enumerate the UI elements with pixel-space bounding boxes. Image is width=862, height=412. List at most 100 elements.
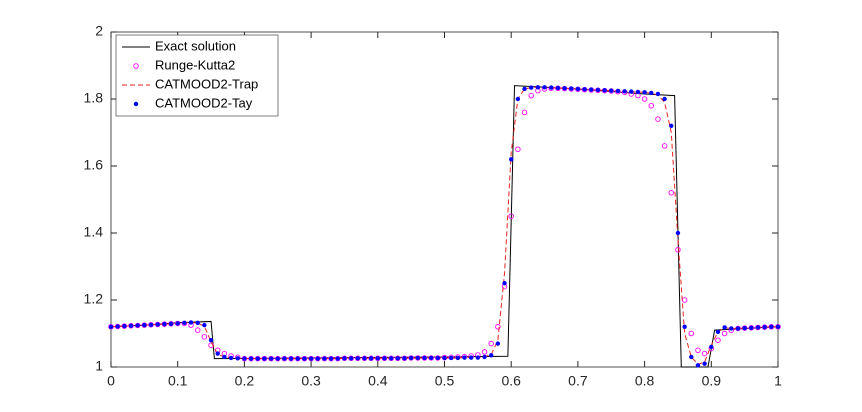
marker (528, 92, 534, 99)
x-tick-label: 0.7 (568, 373, 588, 389)
marker (522, 86, 527, 92)
legend: Exact solution Runge-Kutta2 CATMOOD2-Trap C… (115, 34, 279, 117)
marker (162, 321, 167, 327)
marker (775, 324, 781, 329)
marker (709, 344, 714, 350)
marker (742, 325, 747, 331)
y-tick-label: 2 (95, 23, 103, 39)
marker (408, 355, 414, 361)
marker (422, 355, 427, 361)
marker (402, 356, 407, 361)
marker (595, 87, 601, 93)
marker (482, 354, 487, 360)
marker (582, 87, 587, 92)
series-line (110, 85, 779, 368)
y-tick-label: 1.8 (84, 90, 104, 106)
marker (762, 324, 767, 330)
marker (142, 322, 147, 328)
x-tick-label: 1 (774, 373, 782, 389)
marker (668, 190, 675, 196)
marker (368, 356, 374, 361)
marker (615, 88, 621, 94)
marker (382, 356, 387, 361)
marker (248, 356, 254, 361)
marker (515, 96, 521, 102)
marker (662, 96, 667, 102)
marker (701, 350, 708, 357)
marker (462, 355, 467, 360)
marker (722, 325, 727, 330)
marker (395, 356, 401, 361)
legend-label: Runge-Kutta2 (155, 57, 235, 72)
legend-marker (133, 63, 139, 69)
marker (375, 356, 380, 361)
marker (468, 355, 474, 360)
marker (155, 322, 160, 327)
marker (562, 86, 567, 91)
marker (448, 355, 454, 361)
marker (642, 90, 647, 95)
marker (629, 89, 634, 94)
x-tick-label: 0.2 (235, 373, 255, 389)
marker (735, 326, 741, 331)
marker (255, 356, 260, 361)
marker (202, 322, 207, 328)
x-tick-label: 0.5 (435, 373, 455, 389)
marker (635, 89, 641, 95)
marker (661, 143, 668, 149)
marker (515, 146, 521, 152)
marker (589, 87, 594, 92)
marker (308, 356, 314, 361)
marker (609, 88, 614, 93)
marker (529, 85, 534, 90)
legend-label: CATMOOD2-Tay (155, 95, 253, 110)
marker (542, 85, 547, 90)
marker (302, 356, 307, 361)
marker (689, 354, 694, 360)
marker (175, 321, 180, 326)
marker (222, 354, 227, 360)
y-tick-label: 1 (95, 358, 103, 374)
marker (335, 356, 340, 361)
marker (188, 320, 194, 325)
legend-box (115, 34, 279, 117)
marker (168, 321, 174, 326)
x-tick-label: 0.9 (702, 373, 722, 389)
marker (655, 116, 661, 122)
marker (549, 85, 554, 90)
marker (749, 325, 754, 331)
marker (295, 356, 300, 361)
marker (502, 281, 507, 286)
marker (682, 324, 687, 329)
marker (755, 325, 761, 330)
x-tick-label: 0.3 (301, 373, 321, 389)
x-tick-label: 0.6 (501, 373, 521, 389)
marker (195, 320, 200, 325)
marker (428, 355, 434, 361)
marker (315, 356, 320, 361)
marker (695, 347, 701, 354)
marker (535, 85, 541, 90)
legend-marker (133, 101, 139, 107)
marker (208, 338, 214, 343)
marker (641, 96, 648, 102)
marker (128, 323, 134, 328)
marker (228, 355, 234, 361)
marker (669, 123, 674, 128)
x-tick-label: 0.8 (635, 373, 655, 389)
marker (602, 88, 607, 93)
y-tick-label: 1.4 (84, 224, 104, 240)
marker (322, 356, 327, 361)
x-tick-label: 0.4 (368, 373, 388, 389)
marker (215, 351, 220, 356)
marker (455, 355, 461, 361)
marker (148, 322, 154, 327)
marker (769, 324, 774, 329)
marker (355, 356, 360, 361)
marker (108, 324, 114, 329)
marker (715, 337, 721, 343)
marker (729, 326, 734, 331)
marker (488, 340, 494, 347)
marker (675, 230, 681, 236)
